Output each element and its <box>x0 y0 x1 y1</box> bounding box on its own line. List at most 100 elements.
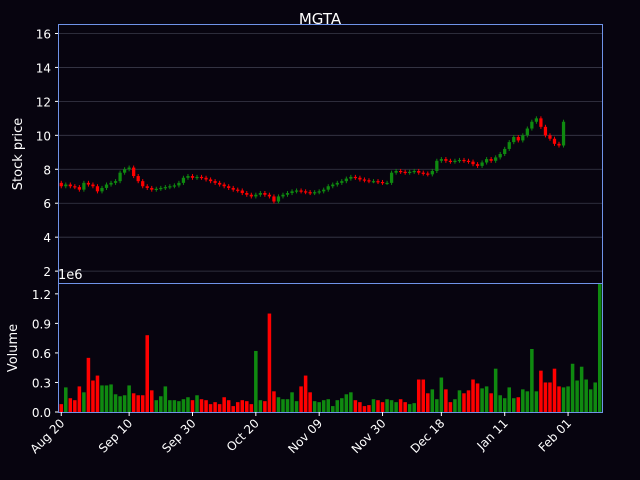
volume-bar <box>502 398 507 412</box>
volume-bar <box>258 400 263 412</box>
volume-bar <box>199 399 204 412</box>
volume-bar <box>91 380 95 412</box>
candle-body <box>263 193 267 195</box>
volume-bar <box>181 399 186 412</box>
volume-bar <box>453 399 457 412</box>
candle-body <box>73 186 77 188</box>
candle-body <box>521 135 525 141</box>
candle-body <box>113 181 118 183</box>
candle-body <box>132 167 136 177</box>
candle-body <box>267 194 272 197</box>
candle-body <box>444 159 448 161</box>
candle-body <box>389 172 394 183</box>
volume-bar <box>439 377 444 412</box>
price-tick-label: 10 <box>36 129 51 143</box>
candle-body <box>435 160 439 171</box>
volume-bar <box>172 400 177 412</box>
candle-body <box>512 137 516 143</box>
volume-bar <box>435 399 439 412</box>
volume-bar <box>204 400 208 412</box>
volume-bar <box>394 402 398 412</box>
candle-body <box>294 190 299 192</box>
candle-body <box>68 184 72 187</box>
volume-bar <box>131 393 136 412</box>
candle-body <box>421 172 425 174</box>
candle-body <box>552 138 557 144</box>
candle-body <box>222 184 226 187</box>
volume-bar <box>412 403 416 412</box>
candle-body <box>240 190 244 194</box>
candle-body <box>516 137 520 141</box>
candle-body <box>245 193 249 195</box>
candle-body <box>403 171 407 174</box>
candle-body <box>534 118 539 122</box>
volume-bar <box>64 387 68 412</box>
price-y-axis-label: Stock price <box>11 118 26 190</box>
candle-body <box>177 182 181 186</box>
candle-body <box>150 187 154 190</box>
volume-bar <box>448 402 453 412</box>
volume-bar <box>303 375 308 412</box>
candle-body <box>489 159 493 161</box>
volume-bar <box>249 404 254 412</box>
volume-bar <box>471 379 475 412</box>
candle-body <box>141 181 145 187</box>
candle-body <box>543 126 548 136</box>
candle-body <box>475 164 480 166</box>
volume-bar <box>416 379 421 412</box>
candle-body <box>100 187 104 192</box>
candle-body <box>362 179 367 181</box>
volume-bar <box>579 366 584 412</box>
candle-body <box>525 128 529 136</box>
candle-body <box>290 191 294 194</box>
candle-body <box>344 178 348 182</box>
volume-tick-label: 0.6 <box>32 347 51 361</box>
volume-bar <box>326 399 331 412</box>
candle-body <box>59 182 63 187</box>
candle-body <box>340 181 344 183</box>
volume-panel-frame <box>58 283 603 413</box>
volume-bar <box>263 401 267 412</box>
volume-bar <box>308 392 312 412</box>
volume-bar <box>539 370 543 412</box>
candle-body <box>439 159 443 161</box>
volume-bar <box>77 386 82 412</box>
volume-bar <box>254 350 258 412</box>
candle-body <box>561 121 566 146</box>
candle-body <box>462 159 466 162</box>
candle-body <box>548 135 552 139</box>
volume-bar <box>59 404 64 412</box>
price-tick-label: 12 <box>36 95 51 109</box>
candle-body <box>399 170 403 173</box>
candle-body <box>208 179 213 182</box>
candle-body <box>394 170 398 173</box>
volume-bar <box>530 348 534 412</box>
volume-bar <box>68 398 73 412</box>
volume-bar <box>521 389 525 412</box>
volume-bar <box>475 383 480 412</box>
candle-body <box>530 121 534 129</box>
volume-bar <box>299 386 303 412</box>
volume-bar <box>267 313 272 412</box>
volume-bar <box>213 402 217 412</box>
candle-body <box>136 176 140 182</box>
volume-bar <box>398 399 403 412</box>
volume-bar <box>317 402 321 412</box>
volume-bar <box>140 395 145 412</box>
candle-body <box>95 186 100 192</box>
volume-bar <box>570 363 575 412</box>
candle-body <box>317 191 321 193</box>
volume-bar <box>575 380 579 412</box>
volume-bar <box>190 400 195 412</box>
volume-bar <box>421 379 426 412</box>
volume-bar <box>240 400 245 412</box>
candle-body <box>408 171 412 174</box>
candle-body <box>303 191 308 193</box>
candle-body <box>145 186 149 188</box>
volume-bar <box>403 402 407 412</box>
candle-body <box>313 192 317 194</box>
candle-body <box>557 143 561 146</box>
volume-bar <box>566 386 570 412</box>
volume-bar <box>367 405 371 412</box>
